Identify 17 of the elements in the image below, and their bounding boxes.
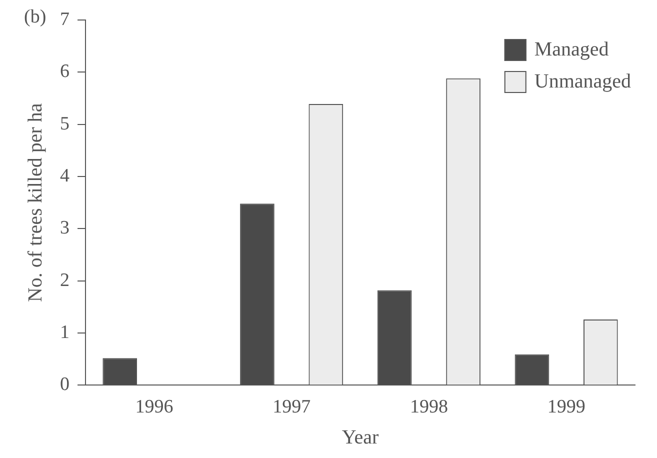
x-tick-label: 1997: [272, 396, 311, 418]
y-tick-label: 5: [60, 113, 70, 134]
y-axis-title: No. of trees killed per ha: [24, 103, 46, 302]
y-tick-label: 6: [60, 61, 70, 82]
y-tick-label: 4: [60, 166, 70, 186]
x-tick-label: 1999: [547, 396, 586, 418]
text: (b): [24, 6, 46, 28]
y-tick-label: 0: [60, 374, 70, 396]
x-axis-title: Year: [342, 426, 380, 448]
legend-label: Unmanaged: [534, 70, 632, 92]
x-tick-label: 1996: [135, 396, 174, 418]
y-tick-label: 2: [60, 270, 70, 291]
y-tick-label: 3: [60, 218, 70, 239]
y-tick-label: 7: [60, 8, 70, 30]
x-tick-label: 1998: [410, 396, 448, 418]
legend-label: Managed: [534, 38, 609, 60]
y-tick-label: 1: [60, 322, 70, 344]
